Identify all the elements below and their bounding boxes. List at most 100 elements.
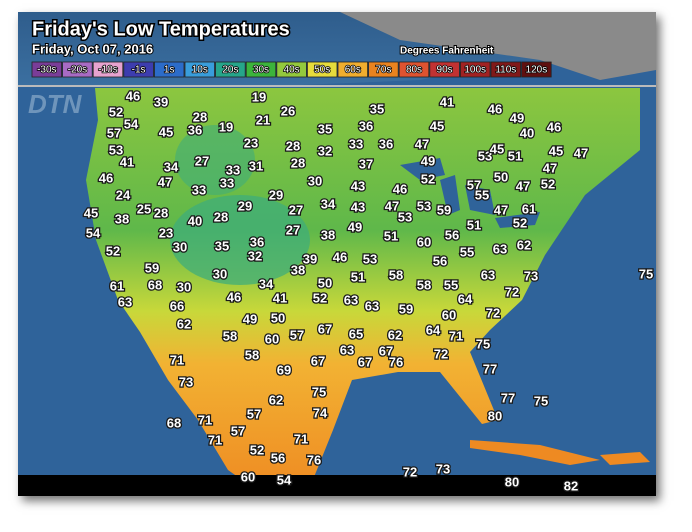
legend-label: 40s: [284, 65, 300, 76]
temperature: 46: [99, 170, 113, 185]
temperature: 27: [195, 153, 209, 168]
temperature: 39: [303, 251, 317, 266]
temperature: 35: [370, 101, 384, 116]
temperature: 58: [417, 277, 431, 292]
temperature: 28: [214, 209, 228, 224]
temperature: 63: [340, 342, 354, 357]
temperature: 34: [164, 159, 179, 174]
temperature: 62: [177, 316, 191, 331]
temperature: 56: [445, 227, 459, 242]
temperature: 47: [158, 174, 172, 189]
temperature: 61: [110, 278, 124, 293]
temperature: 50: [271, 310, 285, 325]
legend-label: 110s: [495, 65, 516, 76]
temperature: 67: [311, 353, 325, 368]
temperature: 56: [433, 253, 447, 268]
temperature: 57: [247, 406, 261, 421]
temperature: 54: [124, 116, 139, 131]
temperature: 46: [227, 289, 241, 304]
temperature: 51: [351, 269, 365, 284]
temperature: 19: [252, 89, 266, 104]
temperature: 72: [505, 284, 519, 299]
temperature: 57: [467, 177, 481, 192]
lake: [465, 185, 495, 215]
temperature: 71: [208, 432, 222, 447]
temperature: 51: [384, 228, 398, 243]
temperature: 47: [516, 178, 530, 193]
temperature: 69: [277, 362, 291, 377]
temperature: 32: [248, 248, 262, 263]
temperature: 57: [107, 125, 121, 140]
map-frame: Friday's Low Temperatures Friday, Oct 07…: [18, 12, 656, 496]
legend-swatch: [337, 61, 369, 78]
temperature: 38: [321, 227, 335, 242]
temperature: 49: [421, 153, 435, 168]
legend-swatch: [153, 61, 185, 78]
legend-swatch: [62, 61, 93, 78]
temperature: 53: [398, 209, 412, 224]
temperature: 61: [522, 201, 536, 216]
temperature: 24: [116, 187, 131, 202]
bottom-band: [18, 475, 656, 496]
temperature: 27: [286, 222, 300, 237]
legend-label: -30s: [37, 65, 56, 76]
temperature: 28: [291, 155, 305, 170]
temperature: 34: [321, 196, 336, 211]
temperature: 52: [106, 243, 120, 258]
temperature: 55: [475, 187, 489, 202]
temperature: 72: [486, 305, 500, 320]
temperature: 63: [493, 241, 507, 256]
temperature: 57: [231, 423, 245, 438]
temperature: 52: [250, 442, 264, 457]
temperature: 46: [488, 101, 502, 116]
canada-land: [340, 12, 656, 80]
map: Friday's Low Temperatures Friday, Oct 07…: [18, 12, 656, 496]
cool-zone: [175, 125, 255, 195]
temperature: 40: [520, 125, 534, 140]
temperature: 41: [120, 154, 134, 169]
temperature: 64: [458, 291, 473, 306]
temperature: 52: [421, 171, 435, 186]
temperature: 45: [84, 205, 98, 220]
temperature: 50: [494, 169, 508, 184]
legend-label: 50s: [314, 65, 330, 76]
temperature: 52: [541, 176, 555, 191]
temperature: 62: [517, 237, 531, 252]
legend-swatch: [184, 61, 216, 78]
temperature: 28: [193, 109, 207, 124]
temperature: 57: [290, 327, 304, 342]
lake: [495, 212, 540, 228]
temperature: 35: [318, 121, 332, 136]
temperature: 72: [403, 464, 417, 479]
temperature: 80: [505, 474, 519, 489]
temperature: 75: [534, 393, 548, 408]
temperature: 36: [250, 234, 264, 249]
temperature: 49: [243, 311, 257, 326]
temperature: 32: [318, 143, 332, 158]
temperature: 29: [238, 198, 252, 213]
temperature: 53: [478, 148, 492, 163]
temperature: 62: [388, 327, 402, 342]
temperature: 47: [494, 202, 508, 217]
temperature: 59: [437, 202, 451, 217]
temperature: 36: [379, 136, 393, 151]
temperature: 63: [481, 267, 495, 282]
temperature: 36: [359, 118, 373, 133]
temperature: 45: [549, 143, 563, 158]
legend-swatch: [368, 61, 399, 78]
temperature: 26: [281, 103, 295, 118]
temperature: 67: [318, 321, 332, 336]
cool-zone: [170, 195, 310, 285]
temperature: 60: [417, 234, 431, 249]
temperature: 49: [348, 219, 362, 234]
temperature: 60: [442, 307, 456, 322]
temperature: 60: [241, 469, 255, 484]
legend-swatch: [398, 61, 430, 78]
temperature: 82: [564, 478, 578, 493]
temperature: 71: [198, 412, 212, 427]
temperature: 25: [137, 201, 151, 216]
temperature: 54: [277, 472, 292, 487]
temperature: 51: [467, 217, 481, 232]
temperature: 68: [167, 415, 181, 430]
